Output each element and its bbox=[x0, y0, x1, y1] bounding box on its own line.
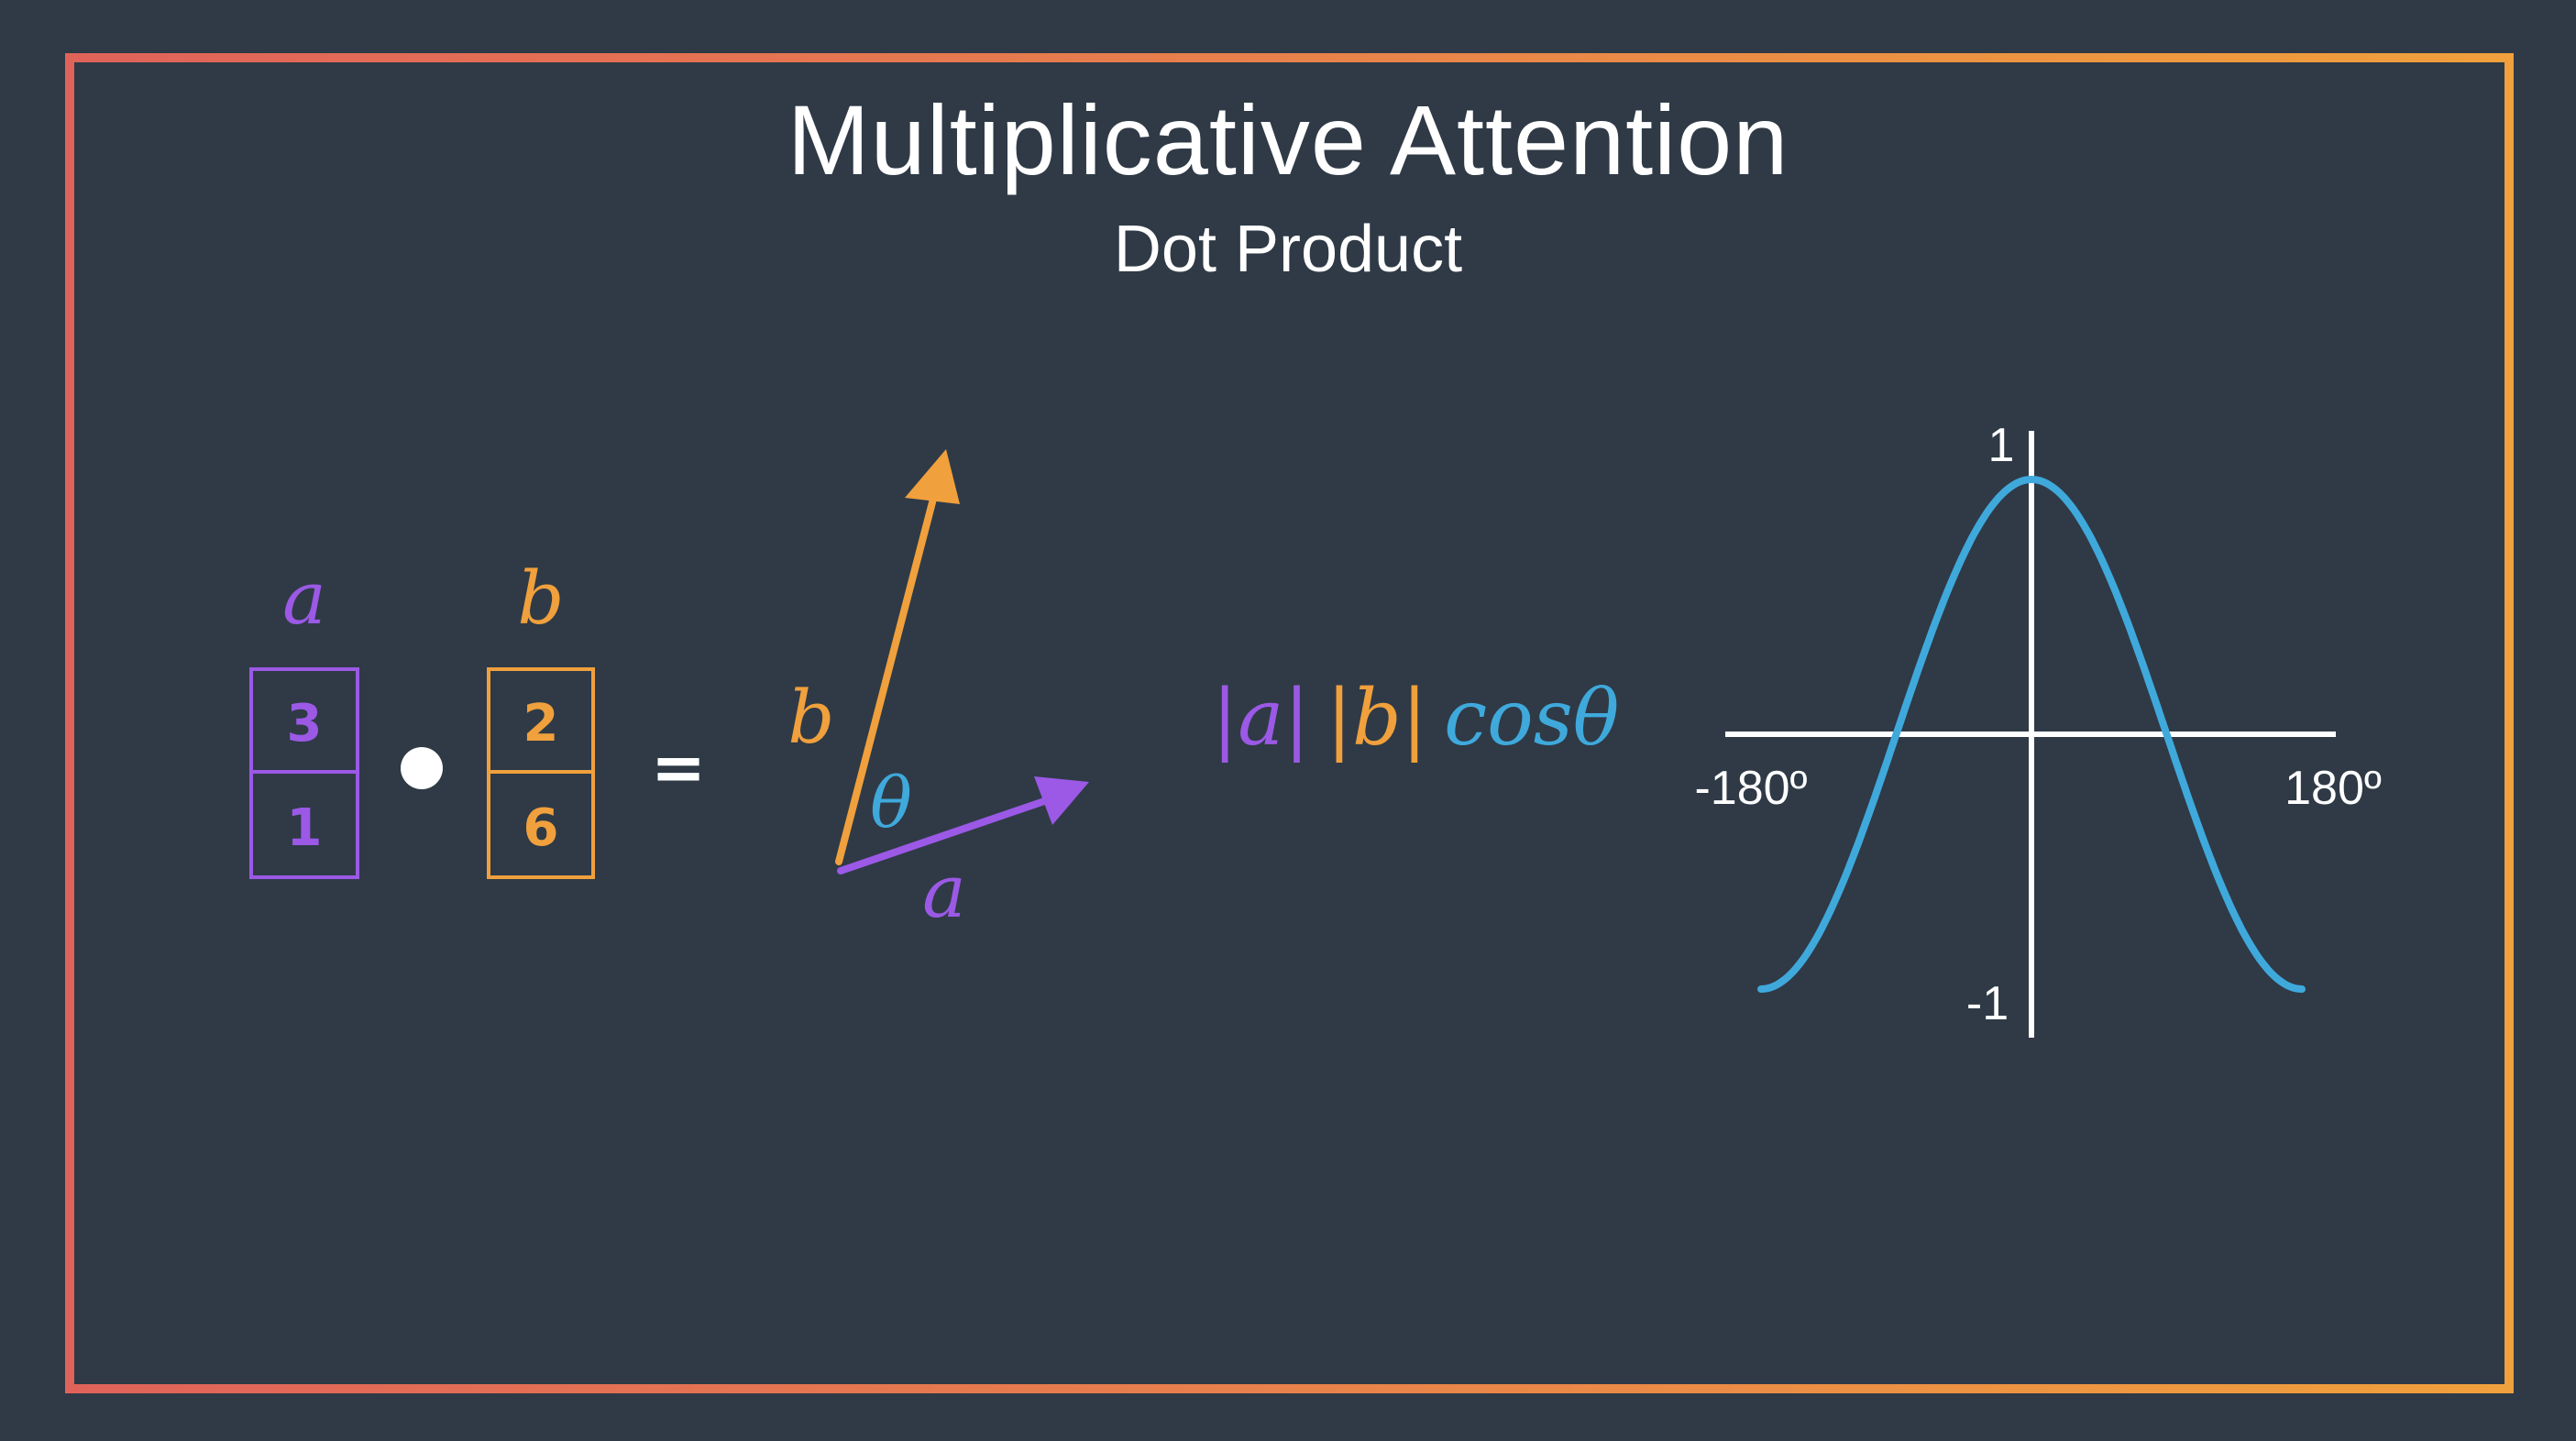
formula-abs-a: |a| bbox=[1212, 673, 1310, 763]
vector-a-value-bottom: 1 bbox=[287, 798, 323, 858]
vector-a-value-top: 3 bbox=[287, 694, 323, 754]
diagram-angle-theta: θ bbox=[870, 762, 912, 843]
x-max-label: 180º bbox=[2284, 762, 2382, 815]
formula-abs-b: |b| bbox=[1327, 673, 1427, 763]
arrow-a-head bbox=[1034, 776, 1089, 825]
vector-b-label: b bbox=[517, 556, 564, 641]
cosine-plot: 1 -1 -180º 180º bbox=[1694, 419, 2382, 1038]
vector-a: a 3 1 bbox=[249, 556, 359, 879]
vector-b-cell-bottom bbox=[487, 770, 595, 879]
title-block: Multiplicative Attention Dot Product bbox=[0, 81, 2576, 293]
arrow-b-shaft bbox=[835, 478, 941, 865]
arrow-b-head bbox=[905, 449, 960, 504]
cosine-curve bbox=[1757, 475, 2306, 993]
dot-operator bbox=[401, 747, 443, 789]
x-min-label: -180º bbox=[1694, 762, 1807, 815]
diagram-label-b: b bbox=[787, 675, 834, 760]
y-min-label: -1 bbox=[1966, 977, 2009, 1030]
formula-cos-theta: cosθ bbox=[1444, 673, 1619, 763]
vector-b-value-bottom: 6 bbox=[523, 798, 559, 858]
vector-b: b 2 6 bbox=[487, 556, 595, 879]
slide-subtitle: Dot Product bbox=[1113, 213, 1463, 286]
equals-sign: = bbox=[651, 729, 706, 806]
vector-b-value-top: 2 bbox=[523, 694, 559, 754]
diagram-label-a: a bbox=[922, 849, 966, 934]
vector-a-label: a bbox=[282, 556, 326, 641]
dot-product-formula: |a| |b| cosθ bbox=[1212, 673, 1619, 763]
slide-border bbox=[65, 53, 2514, 1393]
y-max-label: 1 bbox=[1988, 419, 2015, 472]
vector-angle-diagram: b θ a bbox=[787, 449, 1089, 934]
vector-a-cell-bottom bbox=[249, 770, 359, 879]
arrow-a-shaft bbox=[837, 796, 1053, 874]
slide-title: Multiplicative Attention bbox=[787, 84, 1789, 195]
